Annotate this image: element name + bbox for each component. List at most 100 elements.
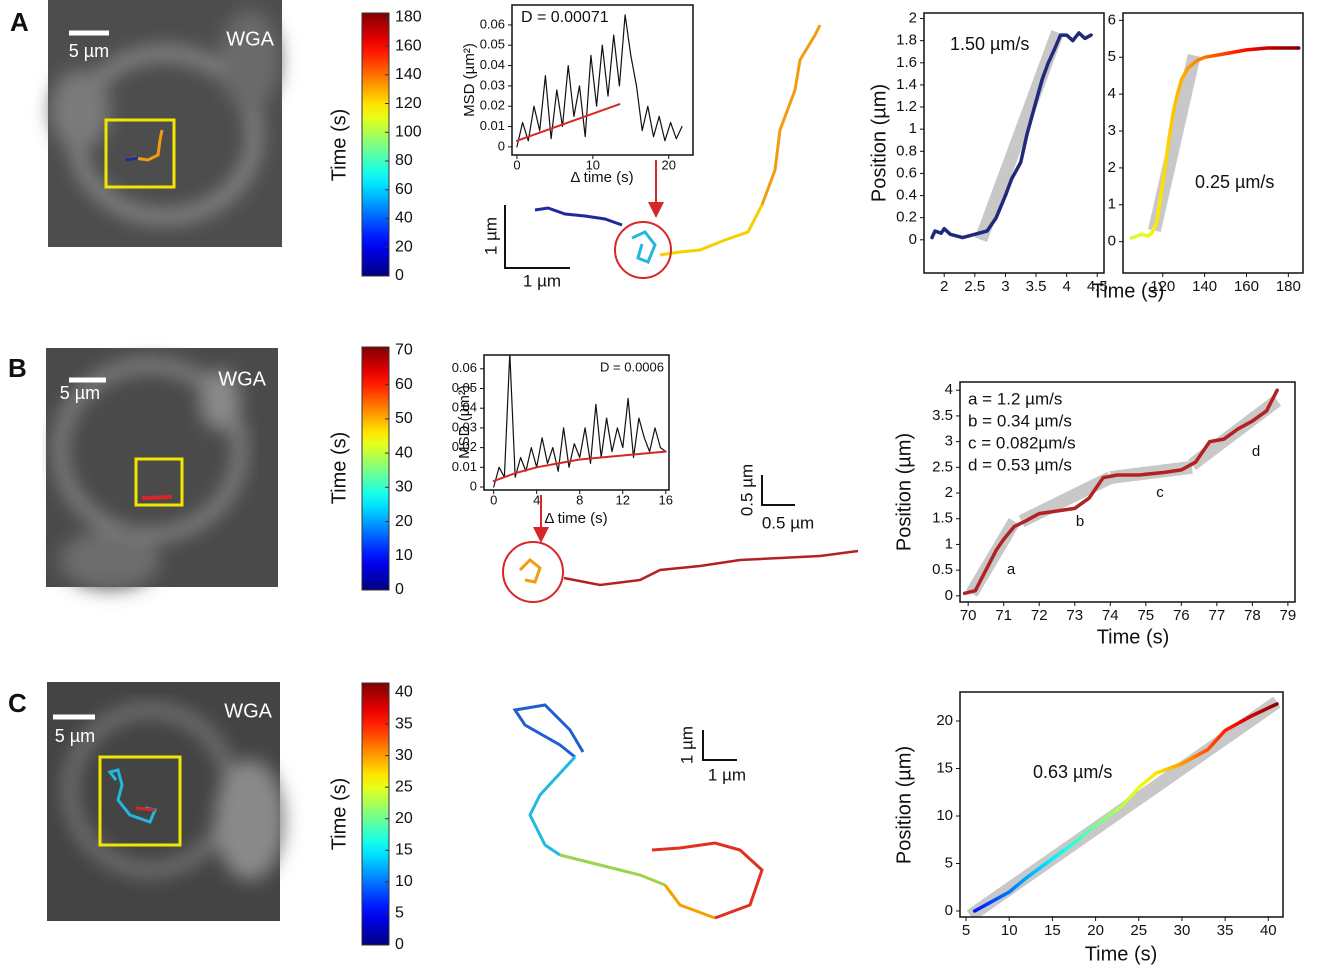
image-a	[48, 0, 282, 247]
y-tick-label: 0.05	[480, 37, 505, 52]
data-line	[492, 450, 667, 483]
data-line	[930, 31, 1093, 240]
x-tick-label: 10	[586, 157, 600, 172]
y-tick-label: 0.06	[480, 16, 505, 31]
x-tick-label: 78	[1244, 607, 1261, 624]
y-tick-label: 0.5	[932, 561, 953, 578]
x-tick-label: 0	[513, 157, 520, 172]
y-axis-label: Time (s)	[328, 109, 350, 182]
x-tick-label: 2	[940, 278, 948, 295]
y-tick-label: 10	[936, 807, 953, 824]
y-tick-label: 20	[395, 810, 413, 827]
x-tick-label: 3	[1001, 278, 1009, 295]
y-tick-label: 50	[395, 410, 413, 427]
x-axis-label: Time (s)	[1092, 280, 1165, 302]
y-tick-label: 80	[395, 152, 413, 169]
data-line	[515, 103, 621, 142]
image-c	[47, 682, 285, 921]
x-tick-label: 2.5	[964, 278, 985, 295]
data-line	[516, 14, 683, 148]
x-axis-label: Time (s)	[1097, 626, 1170, 648]
x-axis-label: Δ time (s)	[544, 510, 607, 527]
y-axis-label: Position (µm)	[893, 746, 915, 864]
y-tick-label: 180	[395, 9, 422, 26]
x-tick-label: 4	[1062, 278, 1070, 295]
y-tick-label: 0	[470, 478, 477, 493]
image-label: WGA	[224, 700, 272, 722]
panel-label: C	[8, 688, 27, 718]
x-tick-label: 180	[1276, 278, 1301, 295]
scale-bars	[53, 30, 109, 720]
y-tick-label: 3	[1108, 122, 1116, 139]
y-tick-label: 10	[395, 547, 413, 564]
x-tick-label: 75	[1137, 607, 1154, 624]
y-tick-label: 3	[945, 433, 953, 450]
y-tick-label: 0	[945, 587, 953, 604]
y-tick-label: 2	[1108, 159, 1116, 176]
y-tick-label: 0.01	[452, 459, 477, 474]
annotation: b = 0.34 µm/s	[968, 411, 1072, 430]
y-tick-label: 1.4	[896, 76, 917, 93]
y-tick-label: 140	[395, 66, 422, 83]
x-tick-label: 72	[1031, 607, 1048, 624]
y-tick-label: 10	[395, 873, 413, 890]
x-tick-label: 0	[490, 492, 497, 507]
x-tick-label: 16	[659, 492, 673, 507]
x-tick-label: 40	[1260, 922, 1277, 939]
y-tick-label: 40	[395, 684, 413, 701]
y-tick-label: 70	[395, 342, 413, 359]
annotation: d = 0.53 µm/s	[968, 455, 1072, 474]
y-tick-label: 40	[395, 444, 413, 461]
annotation: c	[1156, 484, 1164, 501]
y-tick-label: 4	[945, 381, 953, 398]
x-tick-label: 70	[960, 607, 977, 624]
x-axis-label: Δ time (s)	[570, 169, 633, 186]
y-tick-label: 1	[909, 120, 917, 137]
y-tick-label: 120	[395, 95, 422, 112]
y-tick-label: 4	[1108, 85, 1116, 102]
x-tick-label: 79	[1280, 607, 1297, 624]
x-tick-label: 25	[1130, 922, 1147, 939]
y-tick-label: 2.5	[932, 458, 953, 475]
y-tick-label: 1.8	[896, 32, 917, 49]
x-tick-label: 4	[533, 492, 540, 507]
colorbar	[361, 12, 390, 277]
y-tick-label: 0.06	[452, 360, 477, 375]
annotation: c = 0.082µm/s	[968, 433, 1076, 452]
x-tick-label: 10	[1001, 922, 1018, 939]
y-tick-label: 160	[395, 37, 422, 54]
y-tick-label: 0.04	[480, 57, 505, 72]
y-tick-label: 0.4	[896, 187, 917, 204]
fit-line	[974, 30, 1064, 243]
y-tick-label: 100	[395, 124, 422, 141]
y-axis-label: MSD (µm²)	[456, 385, 473, 459]
y-tick-label: 0.6	[896, 164, 917, 181]
x-tick-label: 20	[1087, 922, 1104, 939]
annotation: d	[1252, 443, 1260, 460]
x-tick-label: 76	[1173, 607, 1190, 624]
y-tick-label: 40	[395, 210, 413, 227]
y-tick-label: 0.01	[480, 118, 505, 133]
y-tick-label: 2	[909, 10, 917, 27]
track-scale: 1 µm	[677, 726, 696, 764]
y-axis-label: Time (s)	[328, 778, 350, 851]
y-tick-label: 25	[395, 778, 413, 795]
y-tick-label: 0.03	[480, 77, 505, 92]
track-scale: 1 µm	[481, 217, 500, 255]
y-tick-label: 0.03	[452, 419, 477, 434]
y-tick-label: 30	[395, 479, 413, 496]
plot-frame	[923, 12, 1105, 274]
annotation: D = 0.0006	[600, 359, 664, 374]
image-label: WGA	[226, 28, 274, 50]
x-tick-label: 35	[1217, 922, 1234, 939]
colorbar	[361, 346, 390, 591]
plot-frame	[483, 354, 670, 491]
y-axis-label: MSD (µm²)	[461, 43, 478, 117]
y-tick-label: 0	[395, 581, 404, 598]
panel-label: A	[10, 7, 29, 37]
y-tick-label: 60	[395, 376, 413, 393]
y-tick-label: 20	[936, 712, 953, 729]
x-tick-label: 74	[1102, 607, 1119, 624]
image-scale: 5 µm	[69, 41, 109, 61]
